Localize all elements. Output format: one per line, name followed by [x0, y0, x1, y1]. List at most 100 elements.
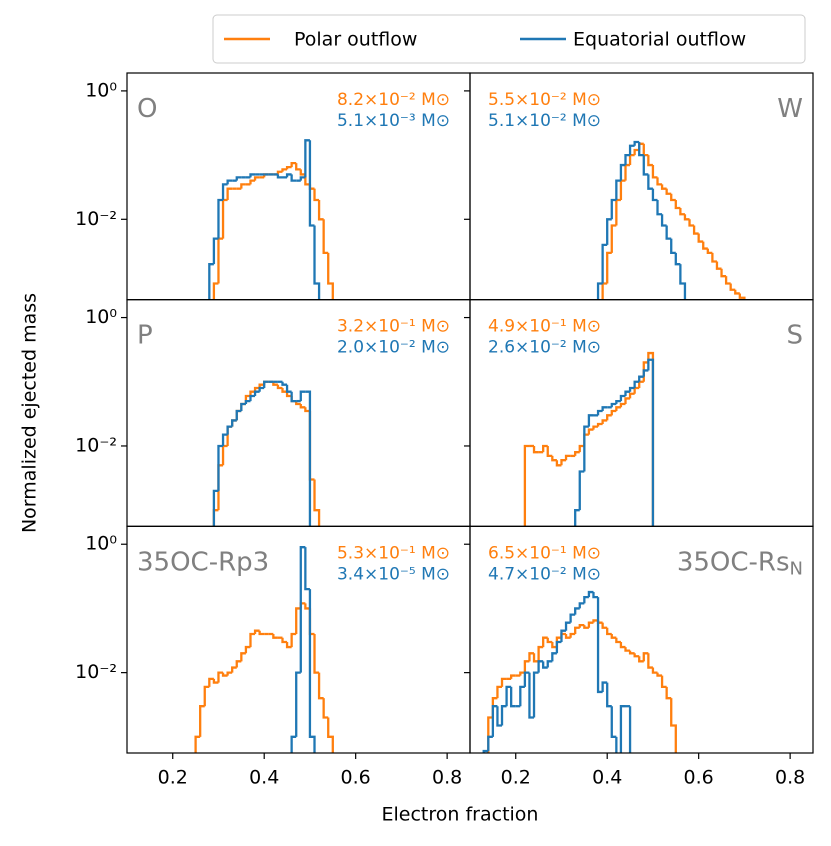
mass-label: 5.3×10⁻¹ M⊙ — [337, 543, 450, 563]
histogram-step — [606, 682, 612, 708]
histogram-step — [615, 736, 618, 753]
histogram-step — [304, 139, 310, 178]
histogram-step — [244, 645, 251, 654]
histogram-step — [500, 705, 507, 726]
histogram-step — [610, 409, 617, 416]
histogram-step — [574, 607, 580, 615]
panel-label: 35OC-RsN — [677, 547, 803, 580]
histogram-step — [587, 414, 594, 427]
histogram-step — [587, 621, 594, 628]
histogram-step — [221, 672, 228, 677]
histogram-step — [715, 261, 722, 270]
panel-label-main: 35OC-Rp3 — [137, 547, 269, 577]
histogram-step — [299, 546, 306, 673]
histogram-step — [660, 214, 667, 227]
histogram-step — [551, 455, 557, 462]
histogram-step — [231, 666, 237, 673]
histogram-step — [519, 671, 525, 676]
histogram-step — [619, 642, 626, 649]
histogram-step — [496, 706, 503, 727]
histogram-step — [633, 140, 640, 146]
histogram-step — [313, 479, 321, 527]
histogram-step — [569, 632, 576, 638]
histogram-step — [500, 677, 507, 687]
histogram-step — [674, 199, 681, 210]
histogram-step — [491, 705, 498, 737]
histogram-step — [738, 293, 746, 300]
histogram-step — [537, 660, 544, 673]
histogram-step — [628, 144, 635, 156]
mass-label: 4.7×10⁻² M⊙ — [488, 564, 601, 584]
histogram-step — [587, 428, 594, 435]
panel — [523, 351, 655, 527]
histogram-step — [226, 425, 233, 435]
histogram-step — [194, 735, 201, 753]
histogram-step — [272, 633, 278, 639]
histogram-step — [665, 225, 672, 240]
histogram-step — [285, 384, 292, 393]
histogram-step — [313, 188, 320, 202]
histogram-step — [619, 394, 626, 402]
histogram-step — [651, 165, 658, 179]
histogram-step — [285, 391, 292, 398]
histogram-step — [670, 238, 676, 255]
histogram-step — [212, 282, 219, 300]
histogram-step — [670, 698, 677, 753]
histogram-step — [583, 595, 589, 604]
histogram-step — [482, 749, 489, 753]
histogram-step — [208, 263, 214, 300]
mass-label: 8.2×10⁻² M⊙ — [337, 90, 450, 110]
histogram-step — [542, 661, 548, 669]
histogram-step — [532, 653, 539, 663]
mass-label: 5.5×10⁻² M⊙ — [488, 90, 601, 110]
histogram-step — [285, 173, 292, 178]
x-tick-label: 0.2 — [158, 767, 188, 789]
histogram-step — [510, 674, 516, 679]
histogram-step — [299, 176, 306, 181]
histogram-step — [523, 444, 530, 527]
histogram-step — [679, 264, 687, 300]
histogram-step — [578, 470, 585, 511]
histogram-step — [253, 386, 260, 392]
histogram-step — [724, 276, 731, 285]
histogram-step — [308, 140, 315, 227]
histogram-step — [638, 375, 644, 382]
histogram-step — [720, 268, 727, 278]
histogram-step — [601, 622, 608, 629]
histogram-step — [596, 282, 603, 300]
histogram-step — [528, 672, 535, 719]
histogram-step — [258, 630, 265, 636]
histogram-step — [651, 188, 658, 202]
histogram-step — [638, 380, 644, 388]
histogram-step — [683, 214, 690, 221]
panel — [596, 140, 746, 300]
histogram-step — [217, 237, 224, 284]
legend-label: Equatorial outflow — [573, 29, 746, 51]
histogram-step — [679, 207, 685, 216]
histogram-step — [555, 640, 562, 654]
histogram-step — [221, 198, 228, 239]
panel-label: O — [137, 94, 157, 124]
histogram-step — [642, 369, 649, 377]
histogram-step — [281, 381, 288, 386]
histogram-step — [281, 168, 288, 172]
histogram-step — [249, 632, 256, 648]
histogram-step — [313, 633, 320, 674]
histogram-step — [285, 642, 292, 649]
histogram-step — [647, 653, 653, 669]
histogram-step — [688, 219, 695, 227]
mass-label: 4.9×10⁻¹ M⊙ — [488, 317, 601, 337]
histogram-step — [281, 387, 288, 393]
mass-label: 5.1×10⁻³ M⊙ — [337, 111, 450, 131]
histogram-step — [551, 652, 557, 662]
histogram-step — [299, 169, 306, 176]
histogram-step — [295, 607, 301, 634]
histogram-step — [633, 653, 640, 658]
y-tick-label: 10⁻² — [75, 208, 117, 230]
histogram-step — [615, 179, 621, 200]
panel-label: W — [777, 94, 803, 124]
histogram-step — [601, 681, 608, 692]
histogram-step — [624, 390, 631, 397]
histogram-step — [217, 198, 224, 239]
histogram-step — [226, 179, 233, 185]
